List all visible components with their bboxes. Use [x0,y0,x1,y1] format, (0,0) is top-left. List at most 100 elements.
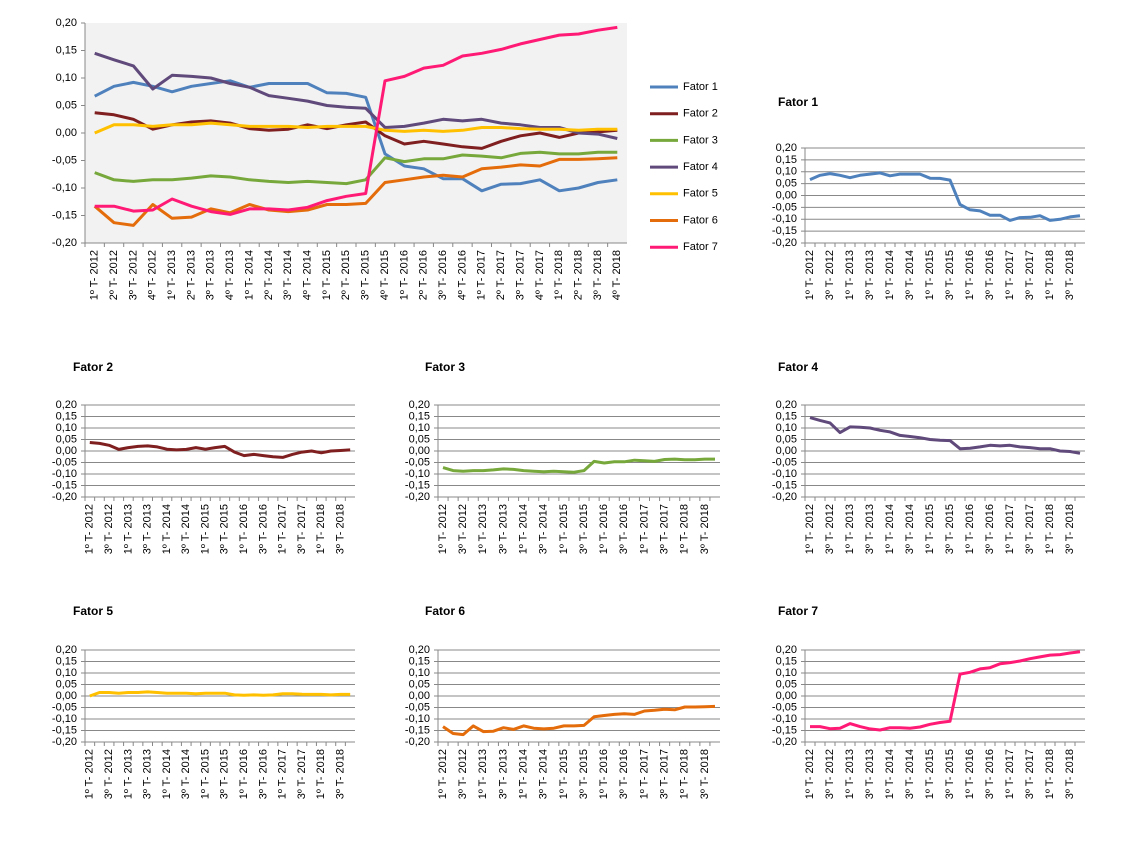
x-tick-label: 3º T- 2014 [282,250,294,300]
y-tick-label: -0,20 [52,491,77,503]
series-line [94,121,618,135]
x-tick-label: 3º T- 2016 [984,749,996,799]
y-tick-label: -0,10 [52,713,77,725]
x-tick-label: 1º T- 2015 [199,749,211,799]
x-tick-label: 1º T- 2016 [964,504,976,554]
x-tick-label: 1º T- 2012 [437,504,449,554]
x-tick-label: 1º T- 2017 [1004,749,1016,799]
y-tick-label: 0,10 [409,422,430,434]
series-line [94,79,618,193]
y-tick-label: -0,15 [772,479,797,491]
x-tick-label: 1º T- 2014 [518,504,530,554]
x-tick-label: 3º T- 2018 [1064,749,1076,799]
y-tick-label: -0,10 [772,213,797,225]
x-tick-label: 3º T- 2014 [538,504,550,554]
y-tick-label: -0,05 [405,456,430,468]
x-tick-label: 2º T- 2013 [185,250,197,300]
x-tick-label: 3º T- 2015 [360,250,372,300]
x-tick-label: 4º T- 2015 [379,250,391,300]
y-tick-label: 0,10 [776,166,797,178]
x-tick-label: 1º T- 2015 [924,250,936,300]
legend-label: Fator 3 [683,134,718,146]
x-tick-label: 3º T- 2014 [538,749,550,799]
x-tick-label: 2º T- 2017 [495,250,507,300]
x-tick-label: 3º T- 2015 [944,504,956,554]
y-tick-label: 0,15 [56,655,77,667]
x-tick-label: 3º T- 2013 [205,250,217,300]
x-tick-label: 3º T- 2018 [699,749,711,799]
series-line [94,25,618,216]
x-tick-label: 3º T- 2018 [1064,504,1076,554]
y-tick-label: -0,20 [772,736,797,748]
y-tick-label: 0,00 [56,690,77,702]
x-tick-label: 3º T- 2014 [180,749,192,799]
series-line [94,51,618,140]
y-tick-label: 0,00 [776,690,797,702]
x-tick-label: 1º T- 2012 [84,749,96,799]
x-tick-label: 3º T- 2013 [142,504,154,554]
x-tick-label: 1º T- 2013 [844,504,856,554]
y-tick-label: 0,20 [409,399,430,411]
x-tick-label: 1º T- 2014 [884,749,896,799]
x-tick-label: 1º T- 2017 [638,504,650,554]
legend-label: Fator 4 [683,161,718,173]
legend-label: Fator 5 [683,188,718,200]
series-line [442,704,716,737]
x-tick-label: 3º T- 2017 [514,250,526,300]
y-tick-label: -0,05 [772,201,797,213]
x-tick-label: 3º T- 2013 [864,504,876,554]
x-tick-label: 3º T- 2013 [864,250,876,300]
y-tick-label: -0,20 [772,491,797,503]
x-tick-label: 2º T- 2016 [418,250,430,300]
x-tick-label: 3º T- 2013 [497,504,509,554]
series-line [810,650,1081,732]
x-tick-label: 4º T- 2014 [302,250,314,300]
x-tick-label: 1º T- 2016 [238,749,250,799]
y-tick-label: 0,00 [56,445,77,457]
x-tick-label: 1º T- 2013 [477,504,489,554]
y-tick-label: 0,15 [776,154,797,166]
x-tick-label: 3º T- 2017 [1024,250,1036,300]
x-tick-label: 1º T- 2012 [804,250,816,300]
x-tick-label: 1º T- 2012 [804,749,816,799]
x-tick-label: 1º T- 2014 [518,749,530,799]
x-tick-label: 3º T- 2012 [824,250,836,300]
x-tick-label: 1º T- 2012 [437,749,449,799]
x-tick-label: 1º T- 2017 [1004,504,1016,554]
x-tick-label: 1º T- 2018 [679,749,691,799]
y-tick-label: 0,05 [56,433,77,445]
x-tick-label: 3º T- 2012 [824,504,836,554]
x-tick-label: 1º T- 2013 [122,504,134,554]
y-tick-label: 0,15 [409,655,430,667]
x-tick-label: 1º T- 2018 [1044,749,1056,799]
x-tick-label: 1º T- 2014 [884,250,896,300]
y-tick-label: -0,05 [52,154,77,166]
x-tick-label: 1º T- 2017 [1004,250,1016,300]
y-tick-label: -0,10 [772,468,797,480]
chart-title: Fator 1 [778,95,818,109]
x-tick-label: 1º T- 2014 [161,504,173,554]
y-tick-label: -0,20 [52,736,77,748]
x-tick-label: 3º T- 2014 [904,504,916,554]
x-tick-label: 3º T- 2017 [296,504,308,554]
y-tick-label: 0,00 [409,445,430,457]
x-tick-label: 4º T- 2017 [534,250,546,300]
series-line [89,690,351,698]
x-tick-label: 1º T- 2016 [964,250,976,300]
x-tick-label: 3º T- 2015 [944,749,956,799]
x-tick-label: 1º T- 2018 [315,749,327,799]
y-tick-label: 0,00 [776,445,797,457]
x-tick-label: 3º T- 2012 [103,504,115,554]
y-tick-label: 0,20 [776,644,797,656]
x-tick-label: 1º T- 2013 [477,749,489,799]
x-tick-label: 1º T- 2015 [321,250,333,300]
series-line [93,156,618,227]
x-tick-label: 1º T- 2015 [924,504,936,554]
x-tick-label: 1º T- 2016 [964,749,976,799]
x-tick-label: 3º T- 2018 [334,504,346,554]
y-tick-label: 0,10 [409,667,430,679]
y-tick-label: -0,20 [772,237,797,249]
y-tick-label: 0,05 [409,433,430,445]
x-tick-label: 3º T- 2015 [578,749,590,799]
